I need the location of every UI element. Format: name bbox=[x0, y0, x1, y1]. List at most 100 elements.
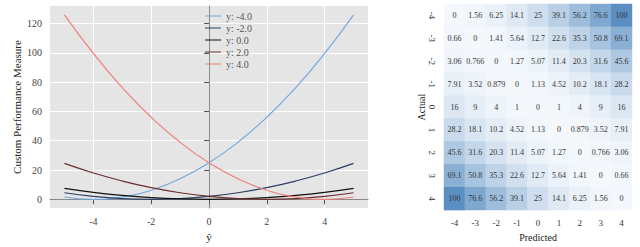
svg-text:0.766: 0.766 bbox=[592, 148, 610, 157]
svg-text:0.879: 0.879 bbox=[571, 125, 589, 134]
svg-text:10.2: 10.2 bbox=[489, 125, 503, 134]
svg-text:45.6: 45.6 bbox=[615, 57, 629, 66]
svg-text:3.52: 3.52 bbox=[594, 125, 608, 134]
svg-text:14.1: 14.1 bbox=[552, 194, 566, 203]
svg-text:69.1: 69.1 bbox=[447, 171, 461, 180]
svg-text:y: 2.0: y: 2.0 bbox=[226, 47, 249, 58]
svg-text:25: 25 bbox=[534, 194, 542, 203]
svg-text:18.1: 18.1 bbox=[468, 125, 482, 134]
svg-text:76.6: 76.6 bbox=[594, 11, 608, 20]
svg-text:0: 0 bbox=[599, 171, 603, 180]
svg-text:0: 0 bbox=[536, 103, 540, 112]
svg-text:4: 4 bbox=[322, 216, 327, 227]
svg-text:0: 0 bbox=[557, 125, 561, 134]
svg-text:4: 4 bbox=[494, 103, 498, 112]
svg-text:1.41: 1.41 bbox=[489, 34, 503, 43]
svg-text:0: 0 bbox=[494, 57, 498, 66]
svg-text:0.66: 0.66 bbox=[615, 171, 629, 180]
svg-text:39.1: 39.1 bbox=[510, 194, 524, 203]
svg-text:y: 4.0: y: 4.0 bbox=[226, 59, 249, 70]
svg-text:100: 100 bbox=[27, 47, 42, 58]
svg-text:4: 4 bbox=[619, 218, 624, 228]
svg-text:18.1: 18.1 bbox=[594, 80, 608, 89]
svg-text:28.2: 28.2 bbox=[615, 80, 629, 89]
svg-text:4.52: 4.52 bbox=[510, 125, 524, 134]
svg-text:4: 4 bbox=[578, 103, 582, 112]
svg-text:20.3: 20.3 bbox=[573, 57, 587, 66]
svg-text:45.6: 45.6 bbox=[447, 148, 461, 157]
svg-text:5.64: 5.64 bbox=[552, 171, 566, 180]
svg-text:3: 3 bbox=[427, 174, 437, 179]
svg-text:4.52: 4.52 bbox=[552, 80, 566, 89]
svg-text:12.7: 12.7 bbox=[531, 34, 545, 43]
svg-text:1: 1 bbox=[557, 103, 561, 112]
svg-text:0: 0 bbox=[452, 11, 456, 20]
svg-text:3: 3 bbox=[598, 218, 603, 228]
svg-text:5.07: 5.07 bbox=[531, 57, 545, 66]
svg-text:100: 100 bbox=[448, 194, 460, 203]
svg-text:9: 9 bbox=[473, 103, 477, 112]
svg-text:0.66: 0.66 bbox=[447, 34, 461, 43]
svg-text:100: 100 bbox=[616, 11, 628, 20]
svg-text:80: 80 bbox=[32, 77, 42, 88]
svg-text:22.6: 22.6 bbox=[510, 171, 524, 180]
svg-text:56.2: 56.2 bbox=[489, 194, 503, 203]
svg-text:1.13: 1.13 bbox=[531, 125, 545, 134]
svg-text:Actual: Actual bbox=[416, 94, 427, 121]
svg-text:3.52: 3.52 bbox=[468, 80, 482, 89]
svg-text:3.06: 3.06 bbox=[447, 57, 461, 66]
svg-text:-3: -3 bbox=[427, 35, 437, 43]
svg-text:Custom Performance Measure: Custom Performance Measure bbox=[11, 40, 23, 174]
svg-text:9: 9 bbox=[599, 103, 603, 112]
svg-text:3.06: 3.06 bbox=[615, 148, 629, 157]
svg-text:28.2: 28.2 bbox=[447, 125, 461, 134]
svg-text:1: 1 bbox=[427, 128, 437, 133]
svg-text:20.3: 20.3 bbox=[489, 148, 503, 157]
svg-text:7.91: 7.91 bbox=[615, 125, 629, 134]
svg-text:0: 0 bbox=[473, 34, 477, 43]
svg-text:56.2: 56.2 bbox=[573, 11, 587, 20]
svg-text:y: 0.0: y: 0.0 bbox=[226, 35, 249, 46]
svg-text:69.1: 69.1 bbox=[615, 34, 629, 43]
svg-text:0: 0 bbox=[536, 218, 541, 228]
svg-text:-3: -3 bbox=[472, 218, 480, 228]
svg-text:2: 2 bbox=[578, 218, 583, 228]
svg-text:39.1: 39.1 bbox=[552, 11, 566, 20]
svg-text:7.91: 7.91 bbox=[447, 80, 461, 89]
svg-text:0.879: 0.879 bbox=[487, 80, 505, 89]
svg-text:22.6: 22.6 bbox=[552, 34, 566, 43]
svg-text:-1: -1 bbox=[513, 218, 521, 228]
svg-text:y: -4.0: y: -4.0 bbox=[226, 11, 252, 22]
svg-text:35.3: 35.3 bbox=[573, 34, 587, 43]
svg-text:16: 16 bbox=[618, 103, 626, 112]
svg-text:1.27: 1.27 bbox=[552, 148, 566, 157]
svg-text:35.3: 35.3 bbox=[489, 171, 503, 180]
svg-text:12.7: 12.7 bbox=[531, 171, 545, 180]
svg-text:-2: -2 bbox=[492, 218, 500, 228]
svg-text:14.1: 14.1 bbox=[510, 11, 524, 20]
svg-text:1: 1 bbox=[515, 103, 519, 112]
svg-text:-4: -4 bbox=[451, 218, 459, 228]
svg-text:5.07: 5.07 bbox=[531, 148, 545, 157]
svg-text:1.56: 1.56 bbox=[594, 194, 608, 203]
svg-text:50.8: 50.8 bbox=[594, 34, 608, 43]
svg-text:60: 60 bbox=[32, 106, 42, 117]
svg-text:11.4: 11.4 bbox=[552, 57, 566, 66]
svg-text:2: 2 bbox=[264, 216, 269, 227]
svg-text:31.6: 31.6 bbox=[468, 148, 482, 157]
svg-text:-4: -4 bbox=[89, 216, 97, 227]
svg-text:76.6: 76.6 bbox=[468, 194, 482, 203]
svg-text:0: 0 bbox=[578, 148, 582, 157]
svg-text:11.4: 11.4 bbox=[510, 148, 524, 157]
svg-text:0: 0 bbox=[207, 216, 212, 227]
svg-text:10.2: 10.2 bbox=[573, 80, 587, 89]
svg-text:-2: -2 bbox=[427, 58, 437, 66]
svg-text:0: 0 bbox=[427, 105, 437, 110]
svg-text:-4: -4 bbox=[427, 12, 437, 20]
svg-text:-2: -2 bbox=[147, 216, 155, 227]
svg-text:5.64: 5.64 bbox=[510, 34, 524, 43]
svg-text:1.27: 1.27 bbox=[510, 57, 524, 66]
svg-text:16: 16 bbox=[450, 103, 458, 112]
svg-text:1: 1 bbox=[557, 218, 562, 228]
svg-text:1.13: 1.13 bbox=[531, 80, 545, 89]
